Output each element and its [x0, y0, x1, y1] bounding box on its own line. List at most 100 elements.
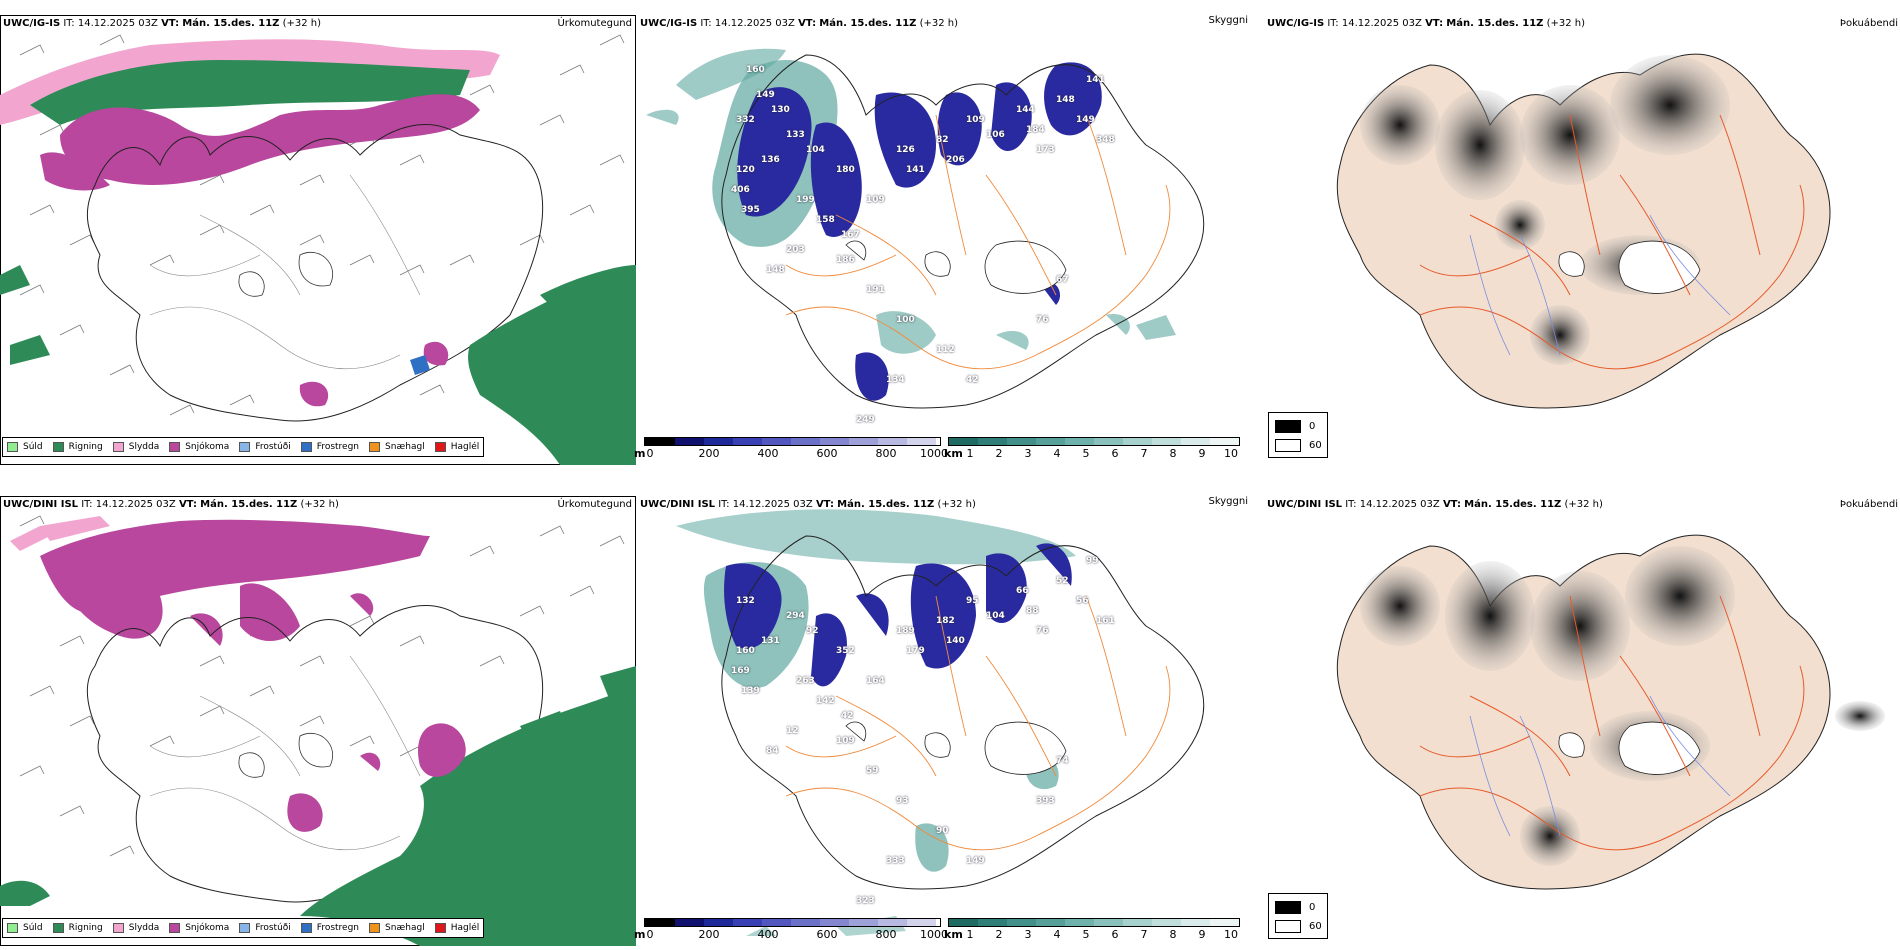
cloudbase-title-row1: Skyggni: [1208, 15, 1248, 26]
cloudbase-value-label: 42: [841, 711, 854, 721]
colorbar-km-row2: km 1 2 3 4 5 6 7 8 9 10: [944, 918, 1244, 948]
colorbar-m-row1: m 0 200 400 600 800 1000: [634, 437, 948, 467]
cloudbase-value-label: 82: [936, 135, 949, 145]
cloudbase-value-label: 294: [786, 611, 805, 621]
cloud-key-swatch: [1275, 901, 1301, 914]
legend-swatch: [112, 923, 124, 933]
cloudbase-value-label: 90: [936, 826, 949, 836]
cloudbase-value-label: 249: [856, 415, 875, 425]
tick-label: 0: [646, 447, 654, 460]
cloudbase-value-label: 66: [1016, 586, 1029, 596]
tick-label: 1000: [920, 447, 948, 460]
cloudbase-value-label: 167: [841, 230, 860, 240]
roads: [149, 174, 421, 370]
tick-label: 600: [816, 928, 838, 941]
model-name: UWC/IG-IS: [3, 18, 61, 29]
legend-item: Súld: [7, 923, 43, 933]
colorbar-m-bar: [644, 437, 941, 446]
cloudbase-value-label: 180: [836, 165, 855, 175]
colorbar-km-row1: km 1 2 3 4 5 6 7 8 9 10: [944, 437, 1244, 467]
legend-swatch: [239, 923, 251, 933]
cloudbase-value-label: 112: [936, 345, 955, 355]
cloudbase-value-label: 179: [906, 646, 925, 656]
tick-label: 5: [1082, 447, 1090, 460]
cloudbase-value-label: 189: [896, 626, 915, 636]
tick-label: 400: [757, 928, 779, 941]
cloudbase-value-label: 348: [1096, 135, 1115, 145]
tick-label: 6: [1111, 447, 1119, 460]
it-value: 14.12.2025 03Z: [77, 18, 158, 29]
cloudbase-panel-row2: [636, 496, 1270, 946]
precip-title-row2: Úrkomutegund: [557, 499, 632, 510]
cloudbase-value-label: 76: [1036, 626, 1049, 636]
cloudbase-value-label: 333: [886, 856, 905, 866]
cloud-key-row2: 0 60: [1268, 893, 1328, 939]
tick-label: 0: [646, 928, 654, 941]
cloudbase-value-label: 67: [1056, 275, 1069, 285]
colorbar-km-bar: [948, 918, 1240, 927]
cloudbase-value-label: 106: [986, 130, 1005, 140]
cloudbase-value-label: 76: [1036, 315, 1049, 325]
cloudbase-value-label: 149: [966, 856, 985, 866]
cloudbase-value-label: 144: [1016, 105, 1035, 115]
legend-swatch: [300, 923, 312, 933]
cloudbase-labels-row1: 160 149 130 133 332 136 120 406 395 199 180 104 158 1…: [636, 15, 1270, 455]
precip-header-row2: UWC/DINI ISL IT: 14.12.2025 03Z VT: Mán.…: [3, 499, 339, 510]
cloud-key-swatch: [1275, 420, 1301, 433]
legend-swatch: [112, 442, 124, 452]
cloudbase-value-label: 332: [736, 115, 755, 125]
precip-legend-row2: Súld Rigning Slydda Snjókoma Frostúði Fr…: [2, 918, 485, 938]
tick-label: 3: [1024, 928, 1032, 941]
cloud-map-row1: [1336, 53, 1831, 409]
legend-item: Haglél: [434, 923, 479, 933]
cloudbase-value-label: 160: [746, 65, 765, 75]
colorbar-m-row2: m 0 200 400 600 800 1000: [634, 918, 948, 948]
cloudbase-value-label: 393: [1036, 796, 1055, 806]
cloudbase-value-label: 139: [741, 686, 760, 696]
cloudbase-value-label: 158: [816, 215, 835, 225]
tick-label: 4: [1053, 928, 1061, 941]
cloudbase-value-label: 99: [1086, 556, 1099, 566]
cloudbase-value-label: 186: [836, 255, 855, 265]
cloud-key-row1: 0 60: [1268, 412, 1328, 458]
legend-item: Snæhagl: [369, 923, 425, 933]
legend-swatch: [300, 442, 312, 452]
cloudbase-value-label: 141: [906, 165, 925, 175]
cloudbase-value-label: 149: [756, 90, 775, 100]
vt-label: VT:: [161, 18, 180, 29]
cloudbase-value-label: 191: [866, 285, 885, 295]
cloudbase-value-label: 59: [866, 766, 879, 776]
cloud-title-row1: Þokuábendi: [1839, 18, 1898, 29]
roads: [785, 114, 1171, 370]
cloudbase-value-label: 141: [1086, 75, 1105, 85]
rivers: [1469, 214, 1731, 356]
cloudbase-value-label: 149: [1076, 115, 1095, 125]
tick-label: 400: [757, 447, 779, 460]
cloudbase-title-row2: Skyggni: [1208, 496, 1248, 507]
tick-label: 7: [1140, 928, 1148, 941]
cloudbase-value-label: 142: [816, 696, 835, 706]
vt-value: Mán. 15.des. 11Z: [182, 18, 280, 29]
cloudbase-value-label: 74: [1056, 756, 1069, 766]
precip-map-row2: [0, 515, 636, 946]
cloudbase-value-label: 133: [786, 130, 805, 140]
cloudbase-value-label: 104: [986, 611, 1005, 621]
precip-panel-row1: [0, 15, 636, 465]
legend-item: Frostregn: [300, 442, 359, 452]
cloudbase-value-label: 199: [796, 195, 815, 205]
tick-label: 800: [875, 928, 897, 941]
cloudbase-value-label: 100: [896, 315, 915, 325]
cloudbase-map-row1: [646, 48, 1205, 409]
legend-swatch: [169, 442, 181, 452]
legend-item: Slydda: [112, 923, 159, 933]
cloudbase-value-label: 203: [786, 245, 805, 255]
cloudbase-panel-row1: [636, 15, 1270, 465]
tick-label: 200: [698, 928, 720, 941]
legend-swatch: [369, 923, 381, 933]
cloudbase-value-label: 206: [946, 155, 965, 165]
cloudbase-value-label: 406: [731, 185, 750, 195]
tick-label: 7: [1140, 447, 1148, 460]
cloudbase-value-label: 92: [806, 626, 819, 636]
cloudbase-value-label: 109: [866, 195, 885, 205]
legend-swatch: [52, 442, 64, 452]
